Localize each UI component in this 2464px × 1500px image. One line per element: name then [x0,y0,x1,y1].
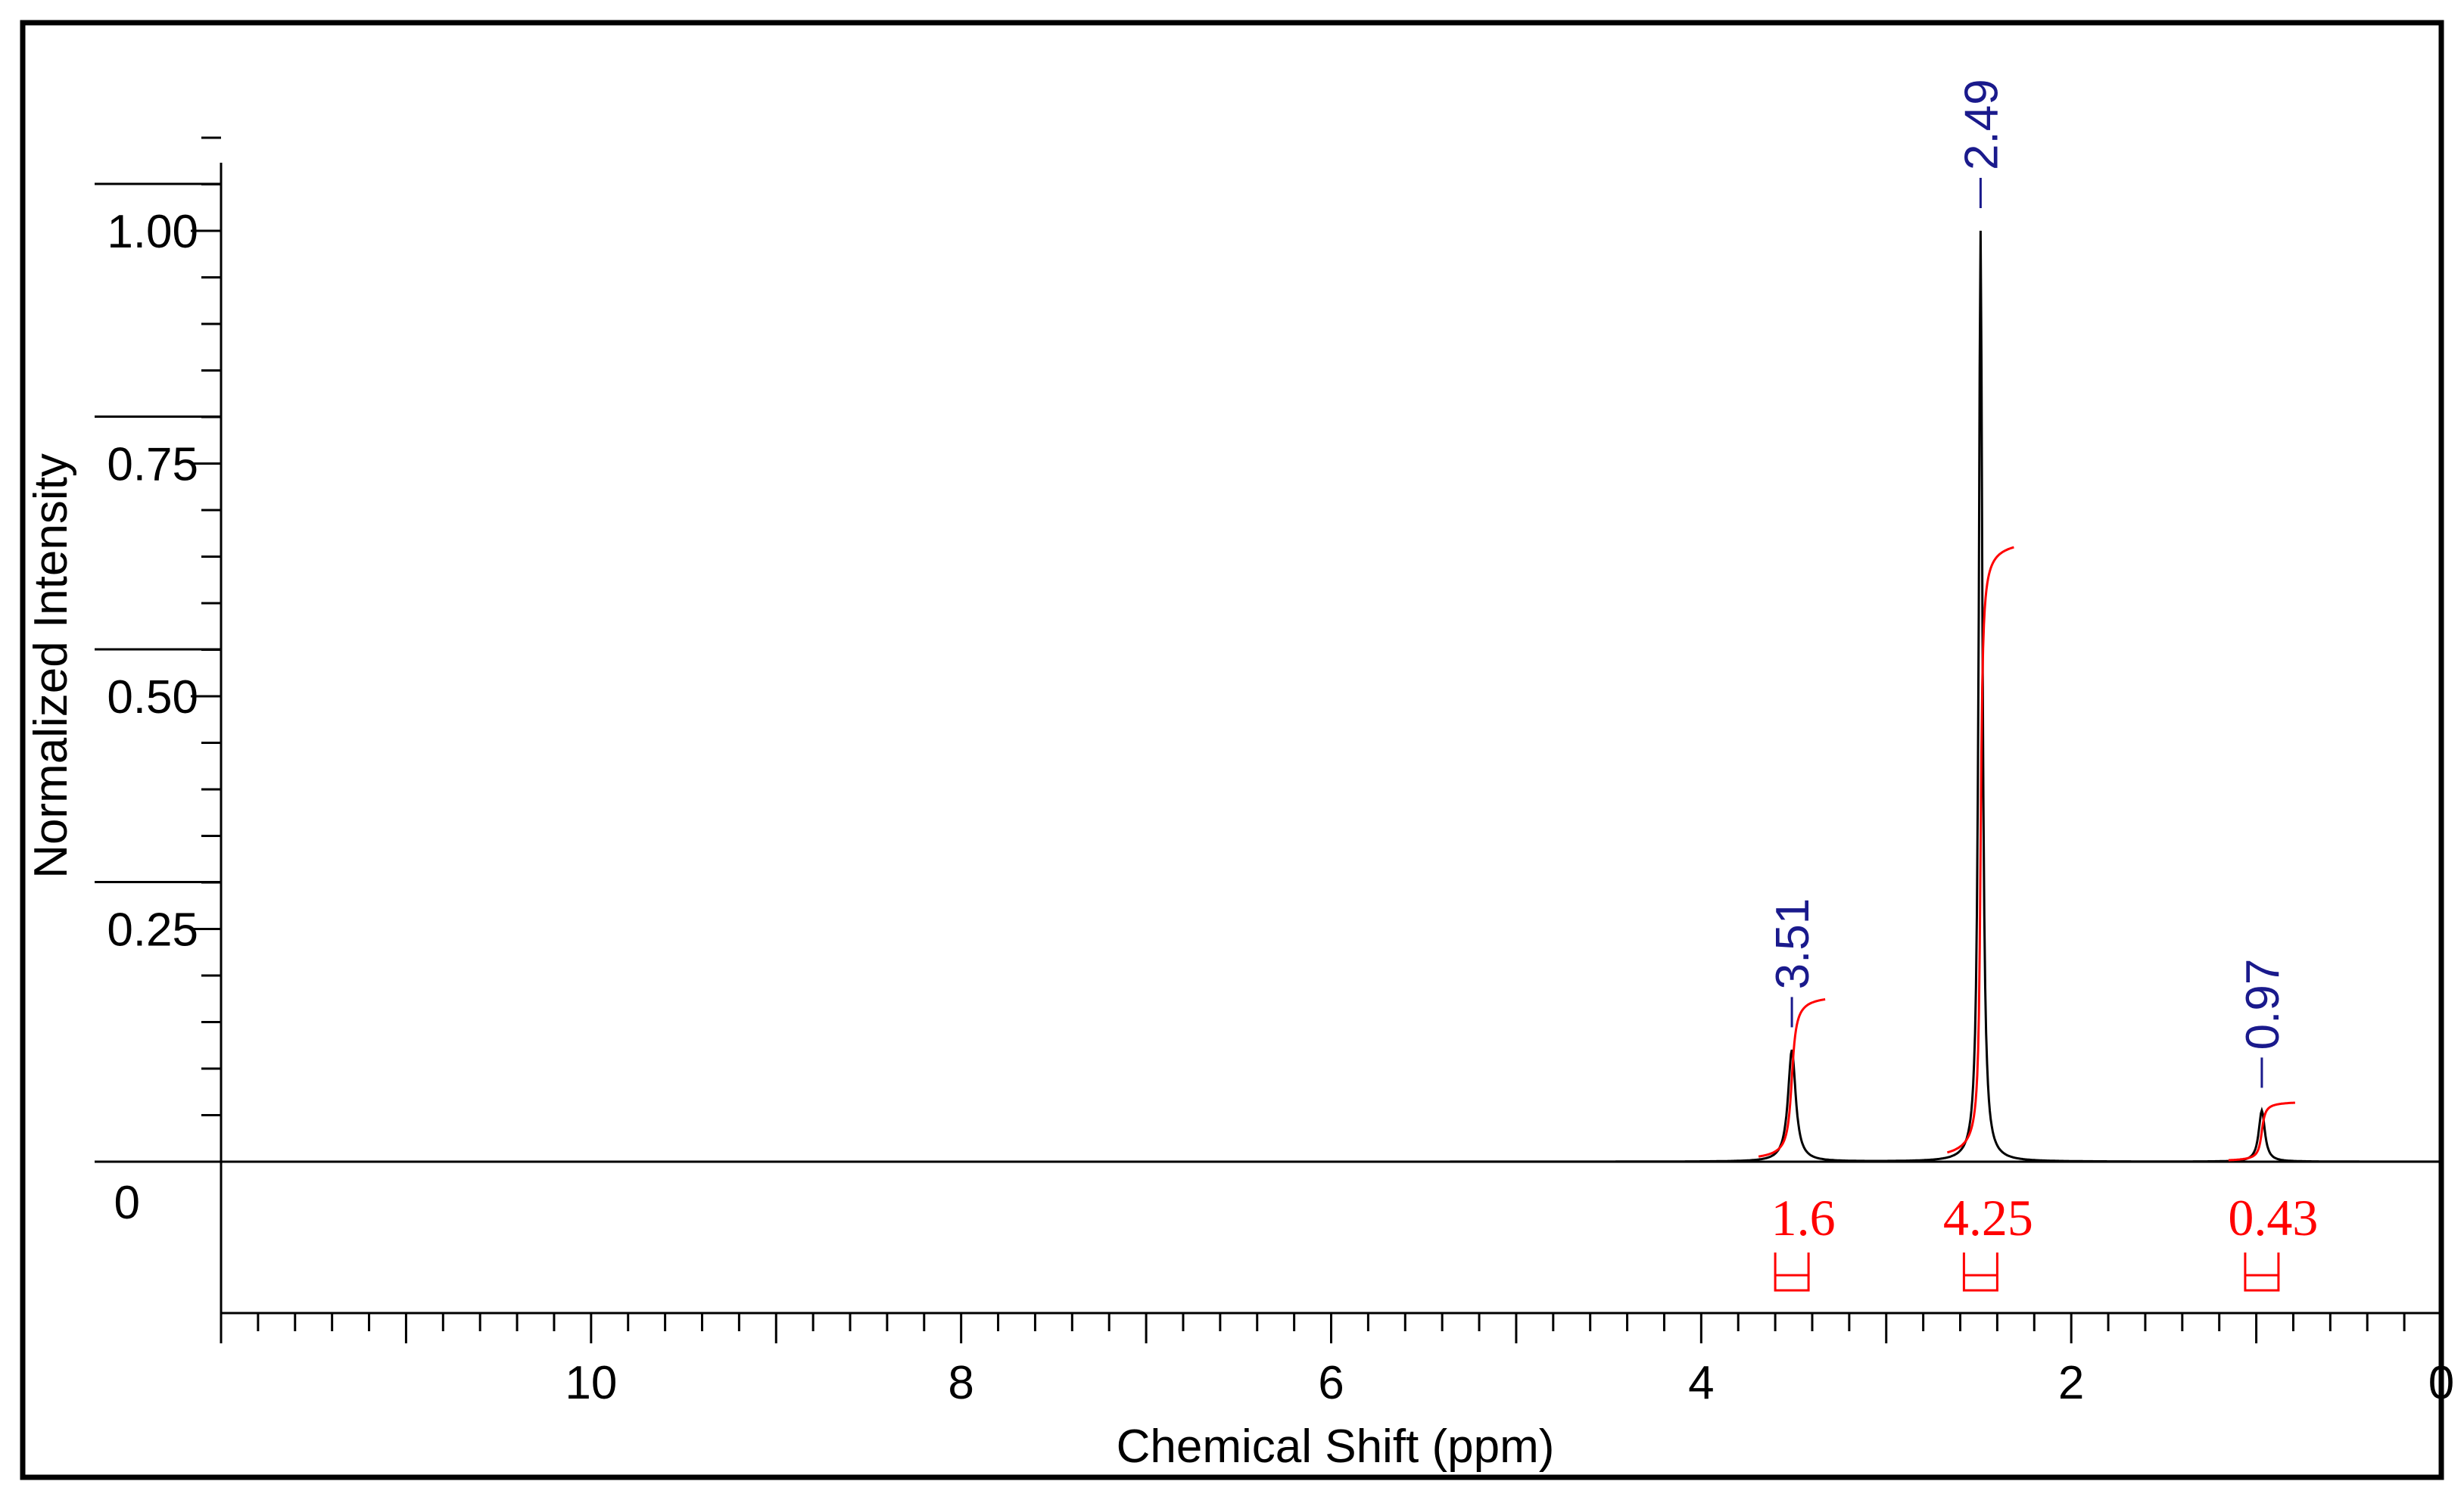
x-axis-title: Chemical Shift (ppm) [1117,1421,1555,1473]
integral-label: 4.25 [1943,1189,2033,1246]
y-axis-title: Normalized Intensity [25,453,77,879]
chart-frame [20,20,2444,1480]
y-tick-label: 0.75 [107,439,198,491]
x-tick-label: 2 [2058,1357,2084,1409]
spectrum-line [221,230,2441,1163]
peak-label: 3.51 [1767,898,1819,990]
axes [95,163,2441,1315]
x-tick-label: 8 [948,1357,973,1409]
integral-bracket [1774,1253,1810,1292]
integral-bracket [2244,1253,2280,1292]
x-tick-label: 10 [565,1357,617,1409]
integral-labels: 1.6 4.25 0.43 [1771,1189,2318,1292]
integral-curve [2228,1101,2296,1162]
y-tick-label: 0.50 [107,671,198,724]
peak-label: 2.49 [1955,79,2008,170]
y-tick-label: 0 [114,1177,140,1229]
integral-curve [1758,997,1826,1158]
x-tick-label: 4 [1688,1357,1714,1409]
integral-curves [1758,546,2296,1162]
tick-labels: 10 8 6 4 2 0 0 0.25 0.50 0.75 1.00 [107,206,2454,1409]
integral-label: 1.6 [1771,1189,1836,1246]
peak-labels: 3.51 2.49 0.97 [1767,79,2289,1088]
x-tick-label: 0 [2428,1357,2454,1409]
integral-curve [1947,546,2014,1154]
y-tick-label: 1.00 [107,206,198,258]
y-tick-label: 0.25 [107,904,198,957]
integral-bracket [1962,1253,1998,1292]
tick-marks [95,136,2443,1343]
x-tick-label: 6 [1318,1357,1344,1409]
integral-label: 0.43 [2228,1189,2318,1246]
spectrum-trace [221,230,2441,1163]
peak-label: 0.97 [2237,959,2289,1050]
